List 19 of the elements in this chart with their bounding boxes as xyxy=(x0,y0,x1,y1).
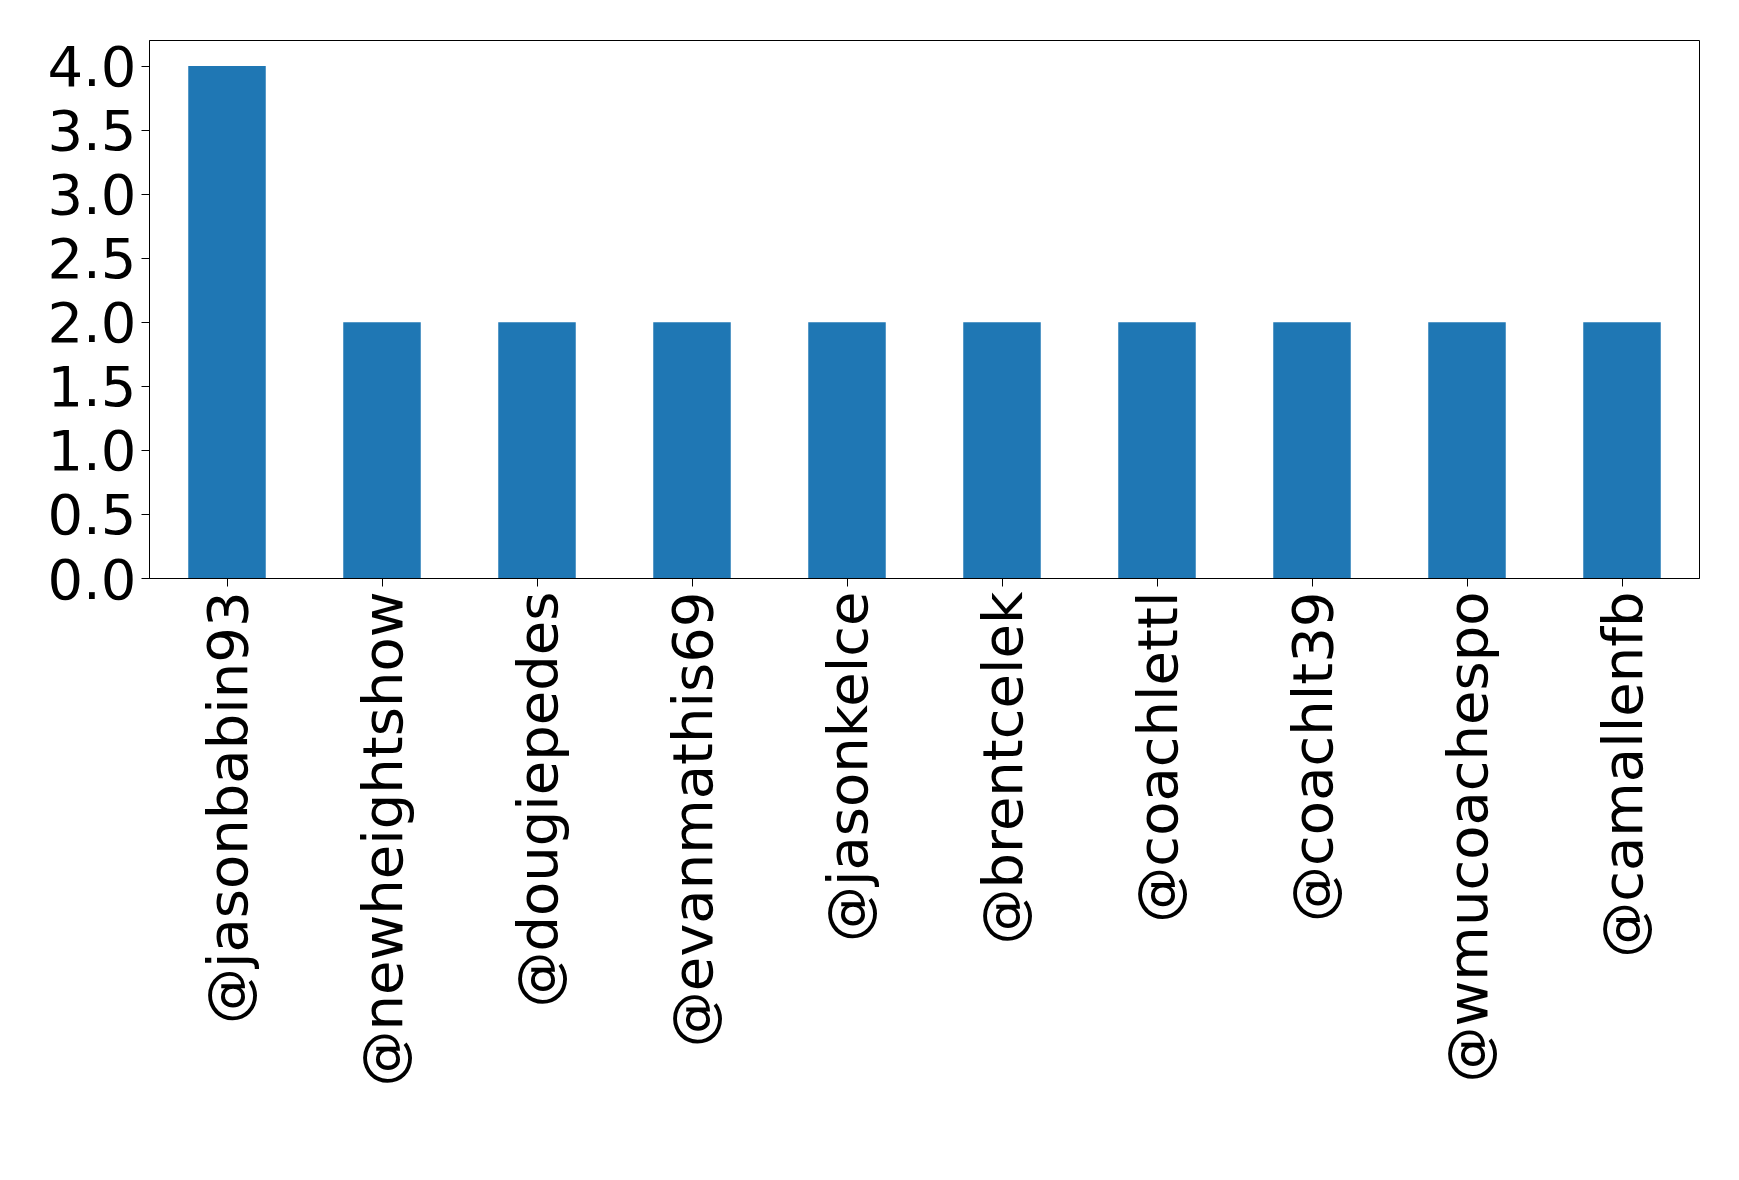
x-tick-label: @dougiepedes xyxy=(504,591,570,1008)
y-tick-label: 0.0 xyxy=(47,546,137,612)
x-tick-label: @coachlettl xyxy=(1124,591,1190,923)
y-tick-label: 2.5 xyxy=(47,226,137,292)
x-tick-label: @jasonkelce xyxy=(814,591,880,942)
y-tick-label: 4.0 xyxy=(47,34,137,100)
y-tick-label: 3.0 xyxy=(47,162,137,228)
y-tick-label: 1.0 xyxy=(47,418,137,484)
x-tick-label: @newheightshow xyxy=(349,591,415,1087)
x-tick-label: @jasonbabin93 xyxy=(194,591,260,1025)
x-tick-label: @wmucoachespo xyxy=(1434,591,1500,1083)
y-tick-label: 2.0 xyxy=(47,290,137,356)
x-tick-label: @brentcelek xyxy=(969,590,1035,945)
x-tick-label: @coachlt39 xyxy=(1279,591,1345,922)
y-tick-label: 1.5 xyxy=(47,354,137,420)
x-tick-label: @evanmathis69 xyxy=(659,591,725,1048)
y-tick-label: 3.5 xyxy=(47,98,137,164)
x-tick-label: @camallenfb xyxy=(1589,591,1655,958)
y-tick-label: 0.5 xyxy=(47,482,137,548)
